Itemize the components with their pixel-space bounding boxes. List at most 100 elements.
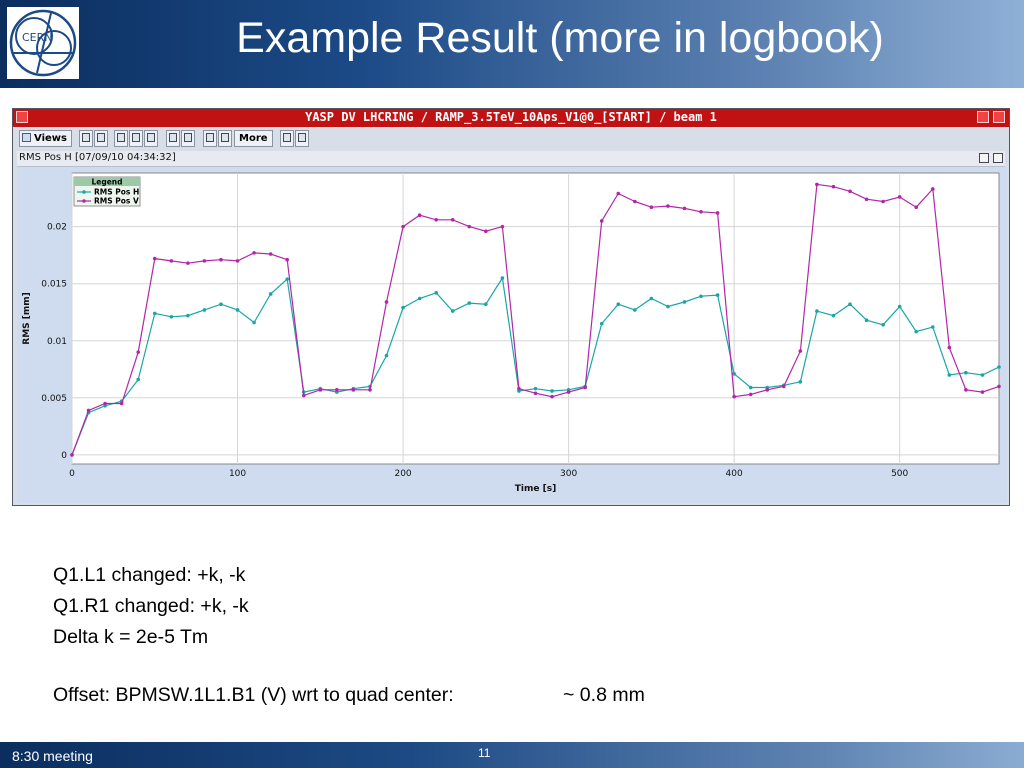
more-button[interactable]: More bbox=[234, 130, 273, 147]
data-point bbox=[964, 388, 968, 392]
legend-entry: RMS Pos V bbox=[94, 197, 139, 206]
slide-title: Example Result (more in logbook) bbox=[236, 14, 884, 62]
data-point bbox=[914, 329, 919, 334]
data-point bbox=[533, 386, 538, 391]
data-point bbox=[666, 204, 670, 208]
data-point bbox=[798, 349, 803, 353]
column-icon[interactable] bbox=[129, 130, 143, 147]
data-point bbox=[947, 345, 952, 350]
data-point bbox=[550, 394, 554, 399]
data-point bbox=[500, 276, 505, 280]
data-point bbox=[980, 390, 985, 394]
data-point bbox=[202, 308, 207, 312]
data-point bbox=[384, 353, 389, 358]
y-tick-label: 0.01 bbox=[47, 337, 67, 347]
print-icon[interactable] bbox=[295, 130, 309, 147]
panel-settings-icon[interactable] bbox=[979, 153, 989, 163]
split-icon[interactable] bbox=[114, 130, 128, 147]
data-point bbox=[351, 388, 356, 392]
window-titlebar: YASP DV LHCRING / RAMP_3.5TeV_10Aps_V1@0… bbox=[13, 109, 1009, 127]
data-point bbox=[417, 213, 422, 218]
data-point bbox=[186, 261, 190, 265]
data-point bbox=[864, 318, 869, 323]
data-point bbox=[782, 384, 786, 389]
note-line: Q1.R1 changed: +k, -k bbox=[53, 595, 249, 617]
data-point bbox=[599, 321, 604, 326]
grid-layout-icon[interactable] bbox=[79, 130, 93, 147]
y-tick-label: 0.015 bbox=[41, 280, 67, 290]
data-point bbox=[368, 388, 372, 392]
data-point bbox=[914, 205, 919, 210]
data-point bbox=[897, 304, 902, 309]
data-point bbox=[930, 187, 935, 191]
data-point bbox=[699, 210, 703, 214]
data-point bbox=[848, 189, 852, 194]
legend-marker bbox=[82, 199, 86, 203]
legend-marker bbox=[82, 190, 86, 194]
data-point bbox=[417, 296, 422, 301]
slide-footer: 8:30 meeting 11 bbox=[0, 742, 1024, 768]
toolbar: Views More bbox=[17, 129, 1005, 149]
plot-area bbox=[71, 172, 1000, 465]
data-point bbox=[252, 320, 256, 325]
logo-text: CERN bbox=[22, 31, 53, 44]
data-point bbox=[566, 390, 571, 394]
data-point bbox=[219, 257, 223, 262]
data-point bbox=[136, 350, 141, 354]
data-point bbox=[881, 199, 885, 204]
data-point bbox=[897, 195, 902, 199]
data-point bbox=[500, 224, 505, 229]
data-point bbox=[831, 313, 836, 318]
notes: Q1.L1 changed: +k, -k Q1.R1 changed: +k,… bbox=[53, 560, 249, 653]
data-point bbox=[947, 373, 952, 377]
data-point bbox=[450, 217, 455, 222]
page-number: 11 bbox=[478, 746, 491, 760]
rms-chart: 0 100 200 300 400 500 0 0.005 0.01 0.015 0.02 Time … bbox=[22, 172, 1001, 494]
data-point bbox=[401, 305, 405, 310]
data-point bbox=[980, 373, 985, 377]
views-label: Views bbox=[34, 133, 67, 144]
x-tick-label: 200 bbox=[394, 469, 411, 479]
window-menu-icon[interactable] bbox=[16, 111, 28, 123]
maximize-icon[interactable] bbox=[977, 111, 989, 123]
data-point bbox=[732, 394, 736, 399]
data-point bbox=[666, 304, 670, 309]
data-point bbox=[616, 191, 621, 196]
settings-icon[interactable] bbox=[166, 130, 180, 147]
chart-icon[interactable] bbox=[280, 130, 294, 147]
data-point bbox=[831, 184, 836, 189]
list-icon[interactable] bbox=[181, 130, 195, 147]
data-point bbox=[633, 199, 637, 204]
data-point bbox=[335, 388, 339, 392]
x-tick-label: 0 bbox=[69, 469, 75, 479]
layout-icon[interactable] bbox=[94, 130, 108, 147]
columns-icon[interactable] bbox=[144, 130, 158, 147]
y-tick-label: 0 bbox=[61, 451, 67, 461]
data-point bbox=[467, 301, 472, 305]
data-point bbox=[268, 252, 273, 256]
panel-detach-icon[interactable] bbox=[993, 153, 1003, 163]
views-button[interactable]: Views bbox=[19, 130, 72, 147]
data-point bbox=[235, 308, 240, 312]
data-point bbox=[235, 259, 240, 263]
data-point bbox=[252, 251, 256, 255]
data-point bbox=[86, 408, 91, 413]
close-icon[interactable] bbox=[993, 111, 1005, 123]
data-point bbox=[219, 302, 223, 307]
data-point bbox=[815, 309, 819, 313]
data-point bbox=[467, 224, 472, 229]
blank-icon[interactable] bbox=[203, 130, 217, 147]
x-tick-label: 100 bbox=[229, 469, 246, 479]
table-icon[interactable] bbox=[218, 130, 232, 147]
slide-header: CERN Example Result (more in logbook) bbox=[0, 0, 1024, 88]
data-point bbox=[699, 294, 703, 299]
data-point bbox=[484, 302, 488, 307]
data-point bbox=[583, 385, 587, 390]
data-point bbox=[765, 388, 770, 392]
data-point bbox=[848, 302, 852, 307]
data-point bbox=[964, 370, 968, 375]
y-tick-label: 0.005 bbox=[41, 394, 67, 404]
data-point bbox=[152, 311, 157, 316]
y-tick-label: 0.02 bbox=[47, 223, 67, 233]
data-point bbox=[533, 391, 538, 396]
